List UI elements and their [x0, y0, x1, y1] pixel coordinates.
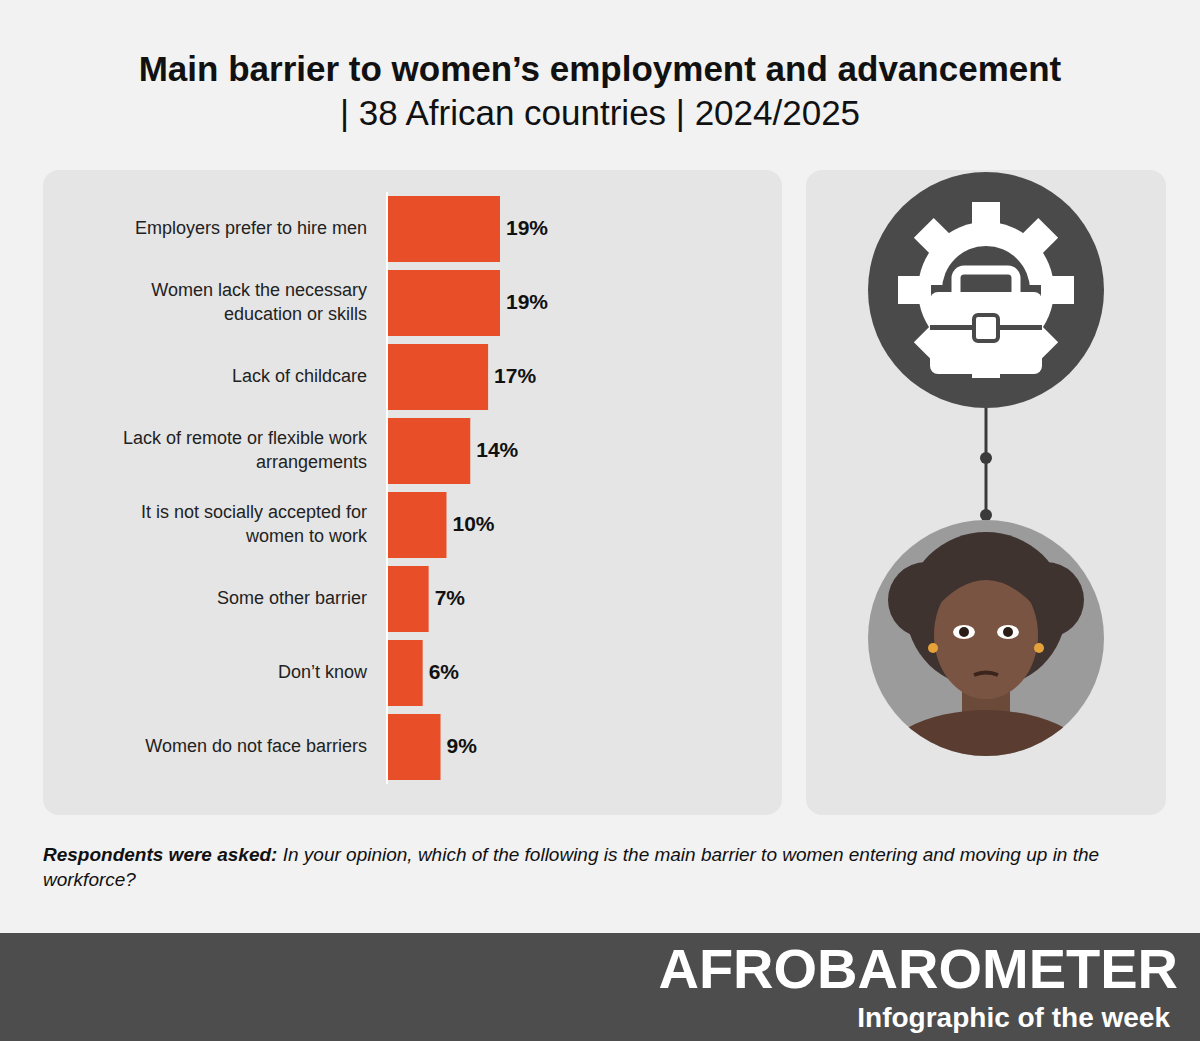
svg-text:10%: 10%	[452, 512, 494, 535]
svg-text:19%: 19%	[506, 290, 548, 313]
svg-text:Women do not face barriers: Women do not face barriers	[145, 736, 367, 756]
svg-text:Don’t know: Don’t know	[278, 662, 368, 682]
svg-text:9%: 9%	[447, 734, 478, 757]
svg-text:19%: 19%	[506, 216, 548, 239]
html-text:Main barrier to women’s employ: Main barrier to women’s employment and a…	[138, 49, 1062, 88]
svg-text:7%: 7%	[435, 586, 466, 609]
svg-text:Lack of childcare: Lack of childcare	[232, 366, 367, 386]
svg-text:Women lack the necessaryeducat: Women lack the necessaryeducation or ski…	[151, 280, 367, 324]
svg-text:Lack of remote or flexible wor: Lack of remote or flexible workarrangeme…	[123, 428, 368, 472]
html-text:Infographic of the week: Infographic of the week	[857, 1002, 1170, 1033]
svg-text:Employers prefer to hire men: Employers prefer to hire men	[135, 218, 367, 238]
svg-text:17%: 17%	[494, 364, 536, 387]
html-text:Respondents were asked: In you: Respondents were asked: In your opinion,…	[43, 844, 1100, 890]
html-text:AFROBAROMETER: AFROBAROMETER	[658, 937, 1178, 1000]
html-text:| 38 African countries | 2024/: | 38 African countries | 2024/2025	[339, 93, 861, 132]
svg-text:Some other barrier: Some other barrier	[217, 588, 367, 608]
svg-text:It is not socially accepted fo: It is not socially accepted forwomen to …	[141, 502, 368, 546]
svg-text:6%: 6%	[429, 660, 460, 683]
svg-text:14%: 14%	[476, 438, 518, 461]
